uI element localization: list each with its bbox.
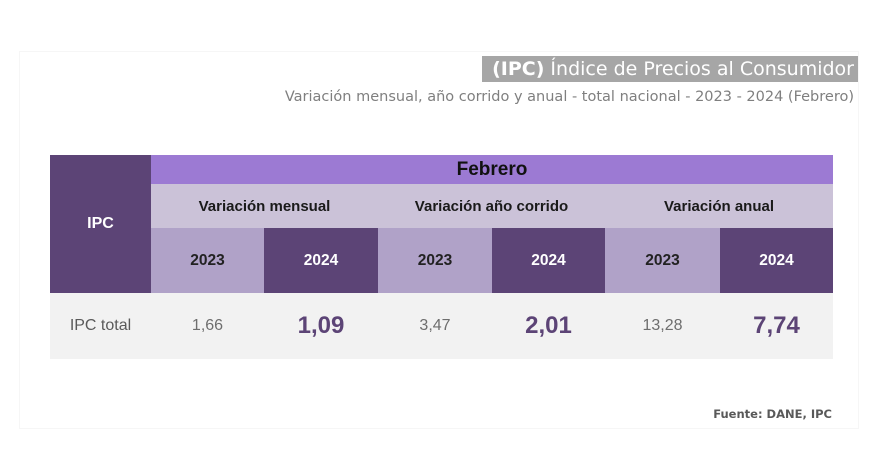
group-header-mensual: Variación mensual [151,184,378,228]
table-cell: 3,47 [378,293,492,359]
title-abbreviation: (IPC) [492,58,545,80]
year-header: 2024 [492,228,605,293]
page-subtitle: Variación mensual, año corrido y anual -… [284,89,854,105]
table-cell: 1,66 [151,293,264,359]
table-cell-highlight: 7,74 [720,293,833,359]
table-cell-highlight: 1,09 [264,293,378,359]
group-header-anual: Variación anual [605,184,833,228]
row-header-ipc: IPC [50,155,151,293]
year-header: 2023 [151,228,264,293]
table-cell-highlight: 2,01 [492,293,605,359]
year-header: 2024 [264,228,378,293]
group-header-ano-corrido: Variación año corrido [378,184,605,228]
year-header: 2023 [605,228,720,293]
page-title: (IPC) Índice de Precios al Consumidor [482,56,858,82]
ipc-table: IPC Febrero Variación mensual Variación … [50,155,833,359]
title-text: Índice de Precios al Consumidor [544,58,854,80]
month-header: Febrero [151,155,833,184]
table-cell: 13,28 [605,293,720,359]
year-header: 2024 [720,228,833,293]
row-label-ipc-total: IPC total [50,293,151,359]
source-note: Fuente: DANE, IPC [713,407,832,421]
year-header: 2023 [378,228,492,293]
